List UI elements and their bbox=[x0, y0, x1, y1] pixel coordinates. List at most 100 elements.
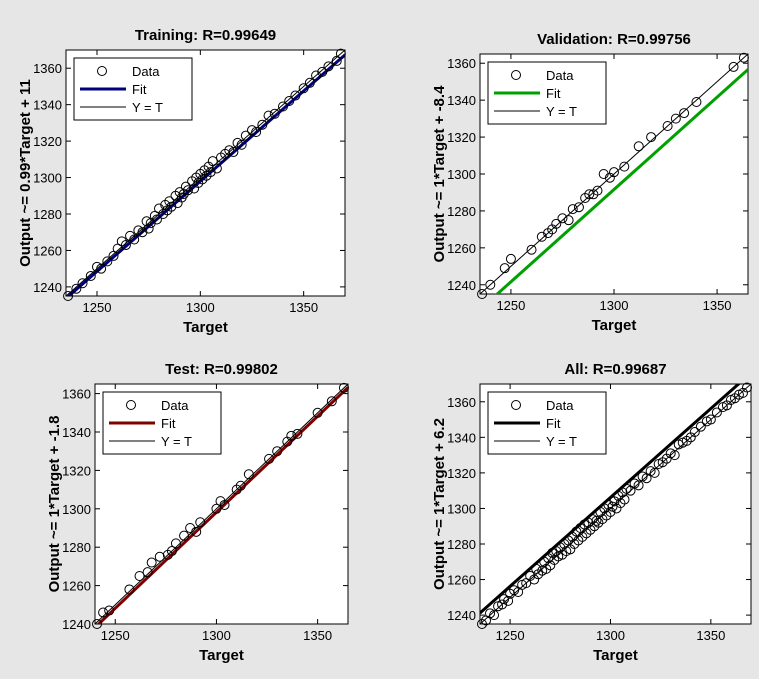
data-point bbox=[205, 167, 216, 178]
data-point bbox=[317, 66, 328, 77]
data-point bbox=[124, 584, 135, 595]
legend-label-identity: Y = T bbox=[546, 104, 577, 119]
data-point bbox=[142, 567, 153, 578]
x-tick-label: 1300 bbox=[600, 298, 629, 313]
data-point bbox=[264, 453, 275, 464]
legend-data-marker bbox=[97, 66, 107, 76]
y-tick-label: 1340 bbox=[62, 425, 91, 440]
y-tick-label: 1320 bbox=[447, 130, 476, 145]
data-point bbox=[567, 204, 578, 215]
identity-line bbox=[95, 384, 348, 624]
legend-label-data: Data bbox=[161, 398, 189, 413]
data-point bbox=[166, 201, 177, 212]
fit-line bbox=[66, 53, 345, 296]
y-tick-label: 1360 bbox=[33, 61, 62, 76]
data-point bbox=[711, 407, 722, 418]
data-point bbox=[679, 108, 690, 119]
chart-title: Test: R=0.99802 bbox=[165, 361, 278, 378]
data-point bbox=[738, 52, 749, 63]
data-point bbox=[312, 407, 323, 418]
data-point bbox=[298, 83, 309, 94]
data-point bbox=[284, 96, 295, 107]
data-point bbox=[182, 185, 193, 196]
data-point bbox=[485, 279, 496, 290]
panel-3: 1250 1300 1350 1240 1260 1280 1300 1320 1340 1360… bbox=[46, 361, 349, 664]
data-point bbox=[591, 515, 602, 526]
data-point bbox=[497, 599, 508, 610]
data-point bbox=[143, 223, 154, 234]
data-point bbox=[304, 77, 315, 88]
x-tick-label: 1250 bbox=[496, 298, 525, 313]
y-tick-label: 1280 bbox=[62, 540, 91, 555]
data-point bbox=[170, 538, 181, 549]
x-axis-label: Target bbox=[199, 647, 244, 664]
x-axis-label: Target bbox=[592, 317, 637, 334]
data-point bbox=[728, 61, 739, 72]
data-point bbox=[311, 70, 322, 81]
data-point bbox=[166, 546, 177, 557]
data-point bbox=[477, 289, 488, 299]
legend-label-identity: Y = T bbox=[161, 434, 192, 449]
legend-label-identity: Y = T bbox=[132, 100, 163, 115]
legend-label-data: Data bbox=[546, 398, 574, 413]
chart-title: All: R=0.99687 bbox=[564, 361, 666, 378]
data-point bbox=[592, 185, 603, 196]
data-point bbox=[609, 167, 619, 178]
y-tick-label: 1280 bbox=[447, 537, 476, 552]
y-tick-label: 1240 bbox=[447, 278, 476, 293]
data-point bbox=[269, 108, 280, 119]
data-point bbox=[211, 503, 222, 514]
legend-label-data: Data bbox=[546, 68, 574, 83]
data-point bbox=[290, 90, 301, 101]
data-point bbox=[691, 97, 702, 107]
data-point bbox=[219, 499, 230, 510]
data-point bbox=[531, 563, 542, 574]
data-point bbox=[633, 141, 644, 152]
x-axis-label: Target bbox=[593, 647, 638, 664]
panel-2: 1250 1300 1350 1240 1260 1280 1300 1320 1340 1360… bbox=[431, 31, 749, 334]
data-point bbox=[326, 396, 337, 407]
data-point bbox=[211, 163, 222, 174]
y-tick-label: 1240 bbox=[33, 280, 62, 295]
y-tick-label: 1280 bbox=[447, 204, 476, 219]
legend-data-marker bbox=[126, 400, 136, 410]
data-point bbox=[633, 480, 644, 491]
data-point bbox=[335, 48, 346, 59]
data-point bbox=[137, 227, 148, 238]
data-point bbox=[598, 169, 609, 179]
legend-data-marker bbox=[511, 400, 521, 410]
data-point bbox=[98, 607, 109, 618]
fit-line bbox=[495, 68, 748, 294]
x-axis-label: Target bbox=[183, 319, 228, 336]
x-tick-label: 1350 bbox=[696, 628, 725, 643]
data-point bbox=[96, 263, 107, 274]
data-point bbox=[563, 215, 574, 226]
x-tick-label: 1250 bbox=[101, 628, 130, 643]
data-point bbox=[195, 517, 206, 528]
data-point bbox=[338, 382, 349, 393]
data-point bbox=[670, 113, 681, 124]
data-point bbox=[619, 161, 630, 172]
y-tick-label: 1360 bbox=[62, 387, 91, 402]
legend: Data Fit Y = T bbox=[487, 391, 607, 455]
data-point bbox=[151, 214, 162, 225]
data-point bbox=[179, 530, 190, 541]
y-axis-label: Output ~= 1*Target + -1.8 bbox=[46, 416, 63, 593]
data-point bbox=[134, 571, 145, 581]
y-tick-label: 1240 bbox=[62, 617, 91, 632]
y-tick-label: 1300 bbox=[447, 167, 476, 182]
data-point bbox=[102, 256, 113, 267]
data-point bbox=[251, 127, 262, 137]
y-tick-label: 1320 bbox=[33, 134, 62, 149]
legend-label-fit: Fit bbox=[161, 416, 176, 431]
y-tick-label: 1260 bbox=[447, 573, 476, 588]
x-tick-label: 1300 bbox=[202, 628, 231, 643]
legend-label-identity: Y = T bbox=[546, 434, 577, 449]
data-point bbox=[619, 494, 630, 505]
data-point bbox=[505, 253, 516, 264]
data-point bbox=[573, 202, 584, 213]
legend-label-fit: Fit bbox=[132, 82, 147, 97]
x-tick-label: 1300 bbox=[186, 300, 215, 315]
legend-data-marker bbox=[511, 70, 521, 80]
x-tick-label: 1350 bbox=[303, 628, 332, 643]
